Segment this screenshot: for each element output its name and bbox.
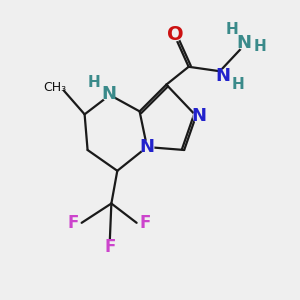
- Text: H: H: [225, 22, 238, 37]
- Text: H: H: [231, 77, 244, 92]
- Text: F: F: [67, 214, 78, 232]
- Text: N: N: [101, 85, 116, 103]
- Text: H: H: [88, 75, 101, 90]
- Text: H: H: [254, 39, 266, 54]
- Text: CH₃: CH₃: [43, 81, 67, 94]
- Text: F: F: [104, 238, 116, 256]
- Text: O: O: [167, 25, 184, 44]
- Text: F: F: [140, 214, 151, 232]
- Text: N: N: [140, 138, 154, 156]
- Text: N: N: [215, 67, 230, 85]
- Text: N: N: [236, 34, 251, 52]
- Text: N: N: [191, 107, 206, 125]
